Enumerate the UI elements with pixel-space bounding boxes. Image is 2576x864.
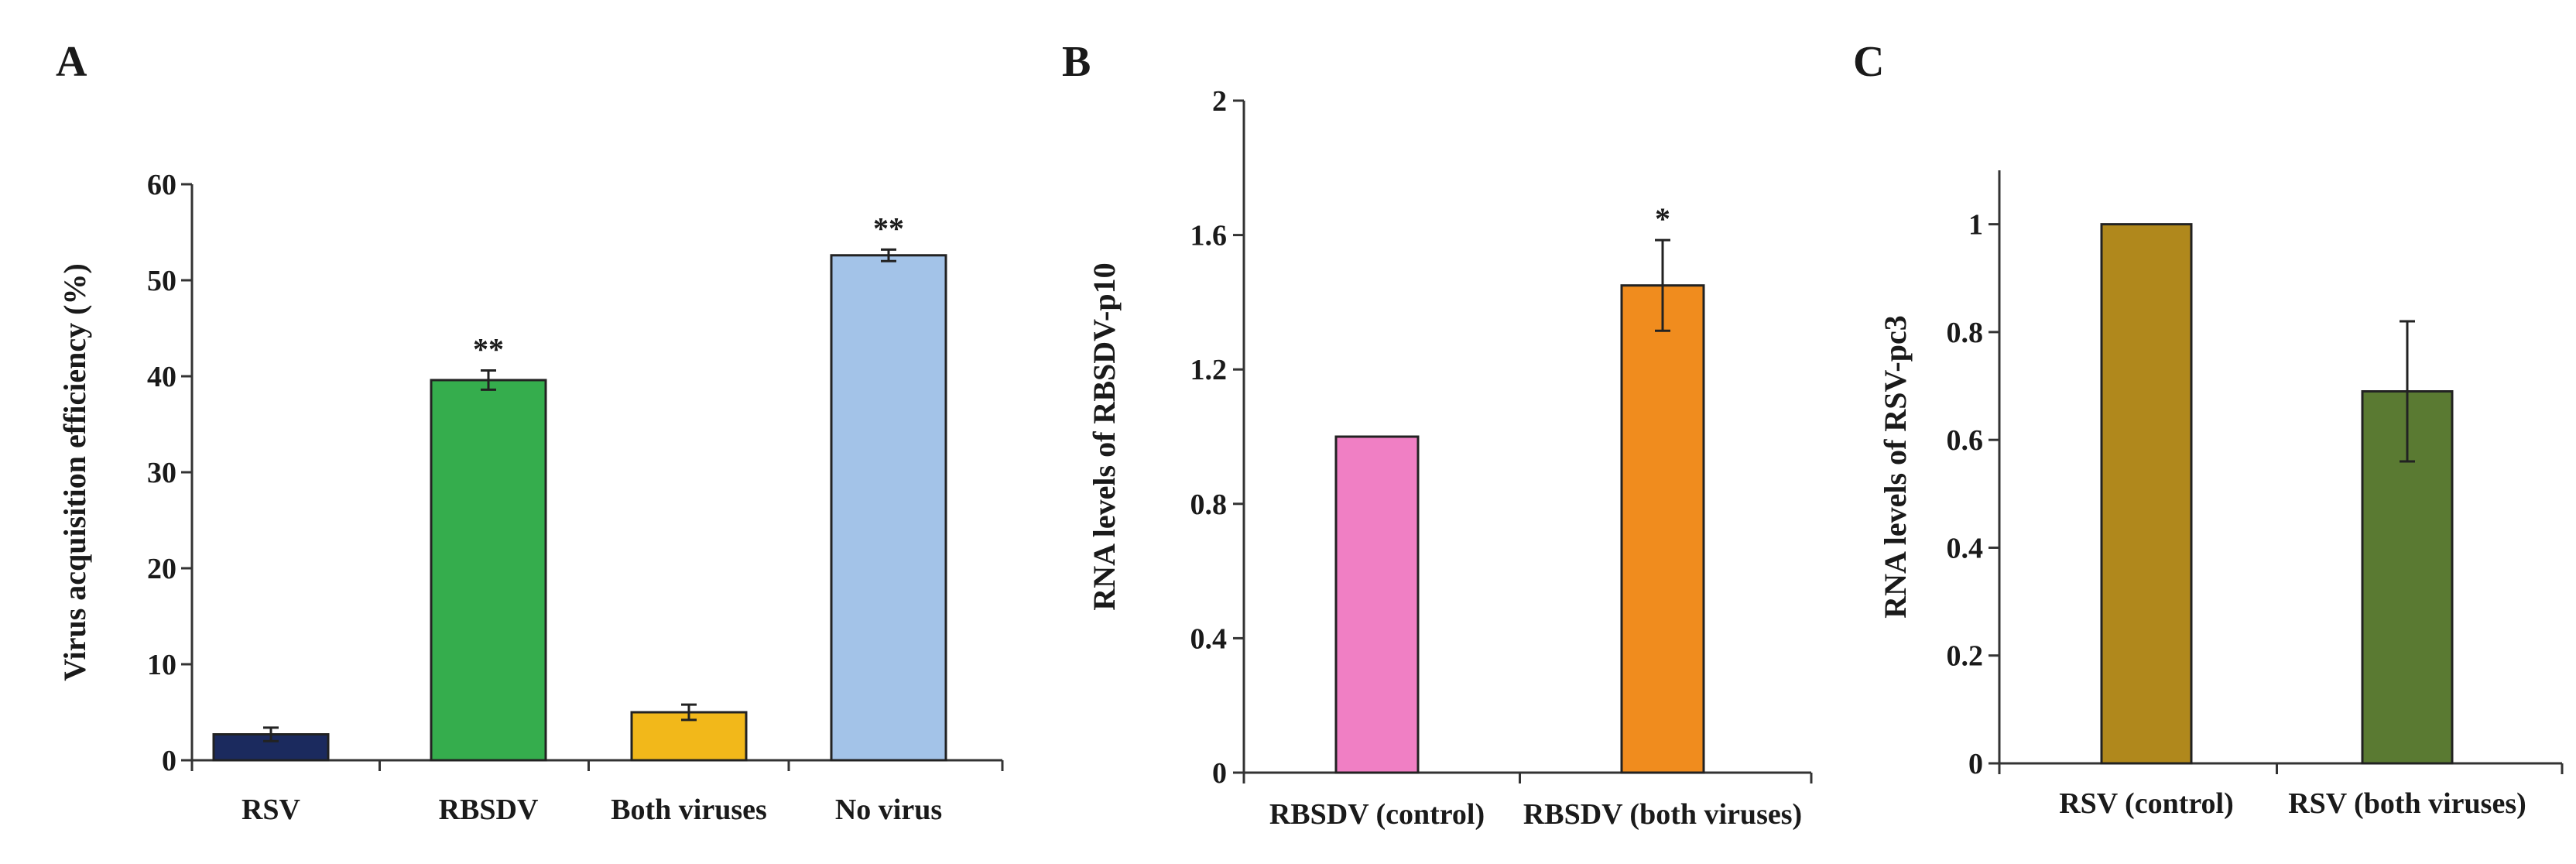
panel-c: C 0 0.2 0.4 0.6 0.8 1 RSV (control) RSV (both vi… (1853, 38, 2564, 820)
panel-a: A 0 10 20 30 40 50 60 RSV ** RBSDV Both viruses ** No… (56, 38, 1004, 826)
category-label: No virus (835, 794, 942, 826)
y-tick-label: 0.8 (1190, 489, 1228, 521)
bar-no-virus (830, 254, 947, 762)
y-axis-title: RNA levels of RBSDV-p10 (1087, 262, 1122, 610)
panel-letter: C (1853, 38, 1884, 86)
category-label: RSV (242, 794, 301, 826)
bar-rsv (212, 733, 330, 762)
bar-rbsdv (430, 379, 547, 762)
y-tick-label: 2 (1212, 85, 1227, 118)
category-label: RBSDV (control) (1269, 798, 1485, 831)
y-tick-label: 0.4 (1947, 532, 1984, 564)
y-tick-label: 30 (147, 457, 176, 489)
y-tick-label: 0.4 (1190, 622, 1228, 655)
category-label: RBSDV (both viruses) (1523, 798, 1802, 831)
panel-b: B 0 0.4 0.8 1.2 1.6 2 RBSDV (control) * RBSDV (bo… (1062, 38, 1813, 831)
bar-rbsdv-control (1334, 435, 1420, 774)
category-label: RSV (control) (2059, 787, 2234, 820)
y-tick-label: 50 (147, 265, 176, 297)
category-label: RBSDV (439, 794, 539, 826)
y-tick-label: 0 (1212, 757, 1227, 790)
y-tick-label: 60 (147, 169, 176, 201)
category-label: RSV (both viruses) (2288, 787, 2526, 820)
y-tick-label: 20 (147, 553, 176, 585)
y-tick-label: 1 (1968, 209, 1983, 242)
y-axis-title: Virus acquisition efficiency (%) (57, 263, 92, 681)
category-label: Both viruses (611, 794, 767, 826)
bar-rsv-control (2100, 223, 2193, 765)
bar-rbsdv-both-viruses (1620, 284, 1705, 774)
panel-letter: B (1062, 38, 1091, 86)
y-tick-label: 0 (162, 745, 176, 777)
y-tick-label: 0.8 (1947, 317, 1984, 349)
significance-label: * (1655, 201, 1670, 236)
y-tick-label: 10 (147, 649, 176, 681)
y-axis-title: RNA levels of RSV-pc3 (1878, 315, 1913, 618)
panel-letter: A (56, 38, 87, 86)
y-tick-label: 1.6 (1190, 220, 1228, 252)
y-tick-label: 1.2 (1190, 354, 1228, 386)
y-tick-label: 0 (1968, 748, 1983, 780)
significance-label: ** (873, 211, 904, 245)
significance-label: ** (473, 332, 504, 367)
y-tick-label: 40 (147, 361, 176, 393)
y-tick-label: 0.2 (1947, 640, 1984, 673)
y-tick-label: 0.6 (1947, 424, 1984, 457)
